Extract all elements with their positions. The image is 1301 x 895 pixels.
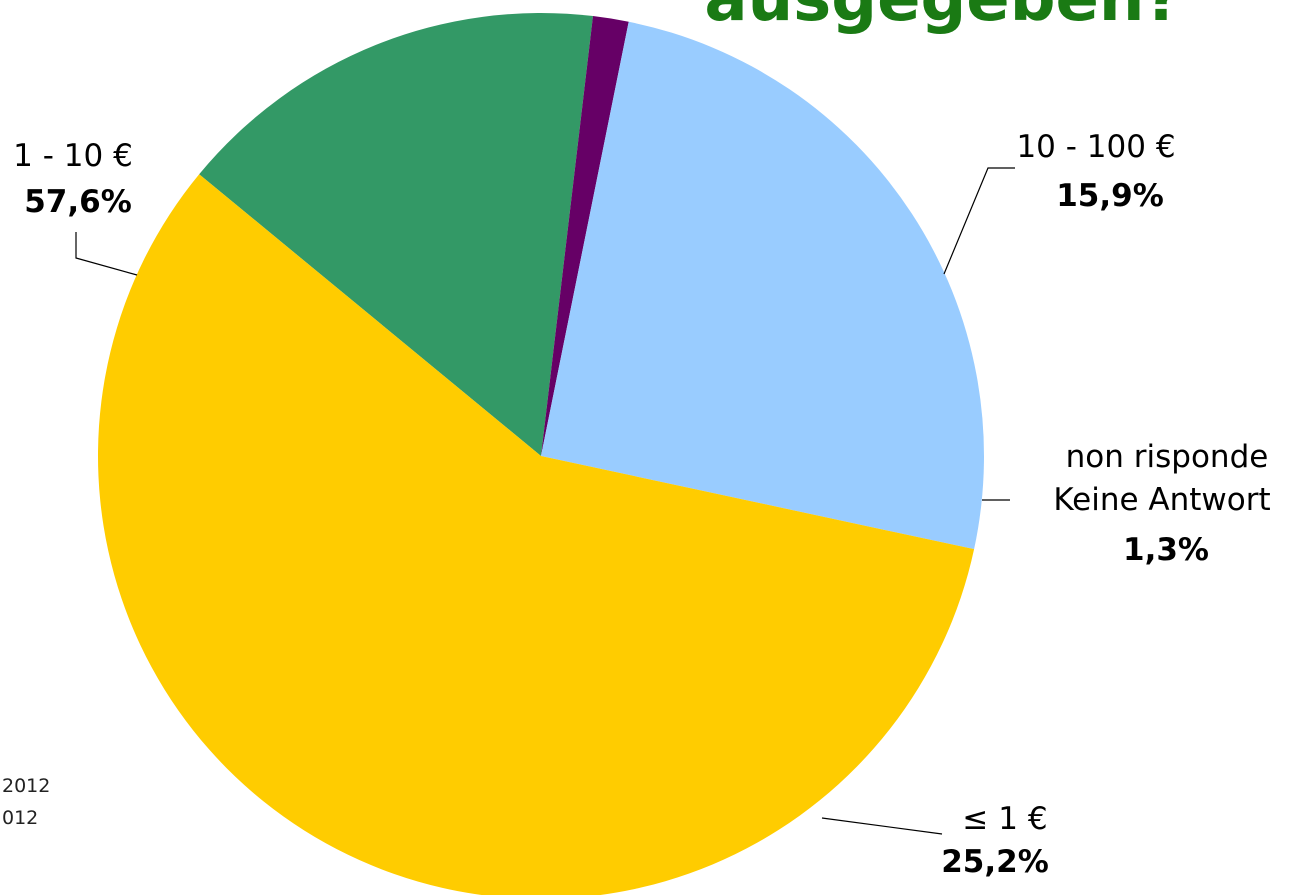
source-note-line2: 012	[2, 807, 38, 829]
pie-slice-10-100	[199, 12, 593, 456]
label-1-10-category: 1 - 10 €	[13, 138, 133, 174]
leader-line-10-100	[943, 167, 1015, 275]
chart-title: ausgegeben?	[704, 0, 1181, 36]
label-no-answer-category: non risponde	[1066, 439, 1269, 475]
pie-slice-le-1	[541, 21, 984, 550]
pie-slices	[98, 12, 984, 895]
leader-line-1-10	[75, 232, 138, 276]
label-no-answer-percent: 1,3%	[1123, 532, 1209, 568]
label-10-100-percent: 15,9%	[1056, 178, 1164, 214]
pie-slice-no-answer	[541, 16, 629, 457]
label-10-100-category: 10 - 100 €	[1016, 129, 1175, 165]
label-le-1-percent: 25,2%	[941, 844, 1049, 880]
label-le-1-category: ≤ 1 €	[962, 801, 1047, 837]
pie-slice-1-10	[98, 174, 975, 895]
source-note-line1: 2012	[2, 775, 50, 797]
label-1-10-percent: 57,6%	[24, 184, 132, 220]
label-no-answer-category-line2: Keine Antwort	[1053, 482, 1270, 518]
leader-line-le-1	[821, 817, 943, 835]
